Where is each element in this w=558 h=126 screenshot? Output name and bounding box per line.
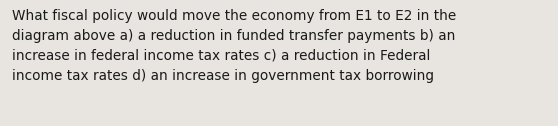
Text: What fiscal policy would move the economy from E1 to E2 in the
diagram above a) : What fiscal policy would move the econom… <box>12 9 456 83</box>
